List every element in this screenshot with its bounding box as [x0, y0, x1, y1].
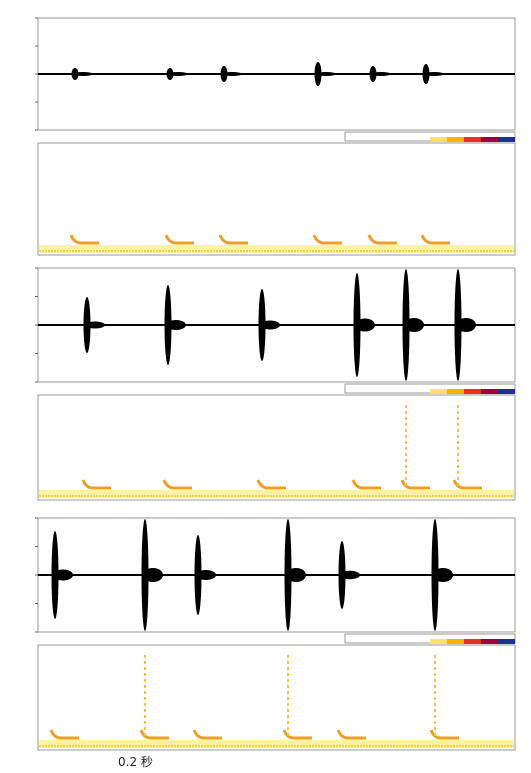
pulse-tail — [355, 318, 375, 332]
call-trace — [336, 729, 366, 740]
call-trace — [192, 729, 222, 740]
pulse-tail — [196, 570, 216, 580]
pulse-tail — [424, 72, 444, 76]
pulse-tail — [166, 320, 186, 330]
colorbar-swatch — [498, 389, 515, 394]
pulse-tail — [53, 569, 73, 581]
call-trace — [312, 234, 342, 245]
colorbar-swatch — [464, 639, 481, 644]
call-trace — [49, 729, 79, 740]
call-trace — [139, 729, 169, 740]
colorbar-swatch — [464, 137, 481, 142]
pulse-tail — [143, 568, 163, 582]
colorbar-swatch — [481, 639, 498, 644]
call-trace — [367, 234, 397, 245]
pulse-tail — [168, 72, 188, 76]
call-trace — [420, 234, 450, 245]
pulse-tail — [222, 72, 242, 76]
call-trace — [69, 234, 99, 245]
spectrogram-frame — [37, 644, 516, 751]
colorbar-swatch — [430, 137, 447, 142]
colorbar-swatch — [447, 639, 464, 644]
call-trace — [162, 479, 192, 490]
colorbar-swatch — [498, 137, 515, 142]
scale-label: 0.2 秒 — [118, 755, 153, 769]
call-trace — [400, 479, 430, 490]
call-trace — [429, 729, 459, 740]
call-trace — [164, 234, 194, 245]
colorbar-swatch — [430, 639, 447, 644]
call-trace — [218, 234, 248, 245]
colorbar-swatch — [447, 389, 464, 394]
pulse-tail — [73, 72, 93, 76]
pulse-tail — [433, 568, 453, 582]
colorbar-swatch — [430, 389, 447, 394]
colorbar-swatch — [464, 389, 481, 394]
noise-band — [39, 245, 514, 253]
noise-band — [39, 490, 514, 498]
spectrogram-frame — [37, 142, 516, 256]
call-trace — [351, 479, 381, 490]
noise-band — [39, 740, 514, 748]
call-trace — [81, 479, 111, 490]
pulse-tail — [371, 72, 391, 76]
spectrogram-frame — [37, 394, 516, 501]
pulse-tail — [404, 318, 424, 332]
call-trace — [256, 479, 286, 490]
pulse-tail — [340, 570, 360, 580]
call-trace — [452, 479, 482, 490]
colorbar-swatch — [498, 639, 515, 644]
colorbar-swatch — [481, 389, 498, 394]
pulse-tail — [260, 320, 280, 330]
pulse-tail — [316, 72, 336, 76]
colorbar-swatch — [447, 137, 464, 142]
call-trace — [282, 729, 312, 740]
pulse-tail — [456, 318, 476, 332]
pulse-tail — [85, 321, 105, 329]
pulse-tail — [286, 568, 306, 582]
colorbar-swatch — [481, 137, 498, 142]
